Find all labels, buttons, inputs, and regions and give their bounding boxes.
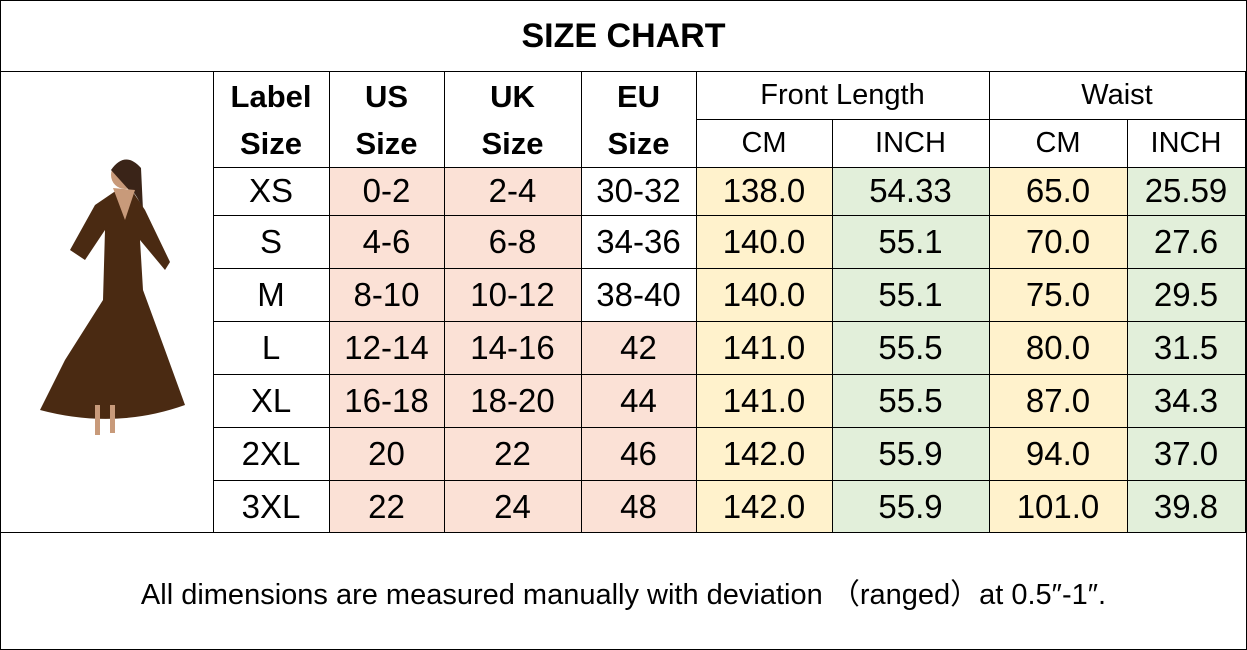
table-cell: 22 — [444, 427, 581, 480]
table-cell: 55.5 — [832, 321, 989, 374]
table-cell: 54.33 — [832, 167, 989, 215]
table-cell: 42 — [581, 321, 696, 374]
table-cell: 101.0 — [989, 480, 1127, 533]
sub-header: CM — [741, 126, 787, 159]
grid-line — [0, 0, 1247, 1]
header-line: UK — [490, 78, 535, 114]
group-header: Front Length — [760, 79, 925, 111]
header-line: Label — [230, 78, 312, 114]
table-cell: XL — [250, 381, 292, 419]
grid-line — [213, 268, 1245, 269]
table-cell: 12-14 — [329, 321, 444, 374]
table-cell: 16-18 — [329, 374, 444, 427]
grid-line — [213, 321, 1245, 322]
table-cell: 142.0 — [696, 480, 832, 533]
table-cell: 55.1 — [832, 268, 989, 321]
grid-line — [213, 167, 1245, 168]
header-line: Size — [355, 125, 418, 161]
column-header: US Size — [329, 72, 444, 167]
table-cell: 140.0 — [696, 215, 832, 268]
title: SIZE CHART — [521, 16, 726, 55]
table-cell: 6-8 — [444, 215, 581, 268]
table-cell: 141.0 — [696, 374, 832, 427]
table-cell: 29.5 — [1127, 268, 1245, 321]
grid-line — [696, 119, 1245, 120]
table-cell: 65.0 — [989, 167, 1127, 215]
table-cell: 20 — [329, 427, 444, 480]
header-line: US — [364, 78, 409, 114]
grid-line — [213, 427, 1245, 428]
header-line: Size — [607, 125, 670, 161]
grid-line — [213, 72, 214, 533]
header-line: Size — [239, 125, 303, 161]
table-cell: 22 — [329, 480, 444, 533]
grid-line — [0, 71, 1247, 72]
table-cell: M — [257, 275, 285, 313]
table-cell: 2XL — [241, 434, 301, 472]
table-cell: 31.5 — [1127, 321, 1245, 374]
table-cell: 138.0 — [696, 167, 832, 215]
table-cell: 80.0 — [989, 321, 1127, 374]
grid-line — [329, 72, 330, 533]
header-line: EU — [616, 78, 661, 114]
grid-line — [581, 72, 582, 533]
table-cell: 55.9 — [832, 480, 989, 533]
table-cell: 30-32 — [596, 172, 681, 209]
table-cell: 55.1 — [832, 215, 989, 268]
table-cell: 8-10 — [329, 268, 444, 321]
table-cell: S — [259, 222, 282, 260]
grid-line — [213, 480, 1245, 481]
table-cell: 38-40 — [596, 275, 681, 313]
grid-line — [989, 72, 990, 533]
table-cell: 55.9 — [832, 427, 989, 480]
table-cell: 27.6 — [1127, 215, 1245, 268]
grid-line — [444, 72, 445, 533]
sub-header: CM — [1035, 126, 1081, 159]
table-cell: 44 — [581, 374, 696, 427]
table-cell: 25.59 — [1127, 167, 1245, 215]
table-cell: 48 — [581, 480, 696, 533]
table-cell: 142.0 — [696, 427, 832, 480]
grid-line — [1127, 119, 1128, 533]
grid-line — [696, 72, 697, 533]
table-cell: 46 — [581, 427, 696, 480]
table-cell: 39.8 — [1127, 480, 1245, 533]
table-cell: L — [261, 328, 281, 366]
dress-image — [40, 159, 185, 435]
column-header: Label Size — [213, 72, 329, 167]
table-cell: 3XL — [241, 487, 301, 525]
table-cell: 140.0 — [696, 268, 832, 321]
table-cell: XS — [248, 172, 294, 209]
table-cell: 70.0 — [989, 215, 1127, 268]
grid-line — [1245, 72, 1246, 533]
group-header: Waist — [1081, 79, 1153, 111]
table-cell: 24 — [444, 480, 581, 533]
table-cell: 94.0 — [989, 427, 1127, 480]
table-cell: 10-12 — [444, 268, 581, 321]
sub-header: INCH — [875, 126, 946, 159]
table-cell: 141.0 — [696, 321, 832, 374]
table-cell: 2-4 — [444, 167, 581, 215]
table-cell: 14-16 — [444, 321, 581, 374]
table-cell: 4-6 — [329, 215, 444, 268]
grid-line — [213, 215, 1245, 216]
table-cell: 0-2 — [329, 167, 444, 215]
table-cell: 34.3 — [1127, 374, 1245, 427]
grid-line — [0, 0, 1, 650]
table-cell: 55.5 — [832, 374, 989, 427]
column-header: EU Size — [581, 72, 696, 167]
table-cell: 75.0 — [989, 268, 1127, 321]
note: All dimensions are measured manually wit… — [140, 578, 1107, 611]
table-cell: 87.0 — [989, 374, 1127, 427]
sub-header: INCH — [1150, 126, 1222, 159]
table-cell: 37.0 — [1127, 427, 1245, 480]
grid-line — [213, 374, 1245, 375]
grid-line — [832, 119, 833, 533]
header-line: Size — [481, 125, 544, 161]
grid-line — [0, 532, 1247, 533]
table-cell: 18-20 — [444, 374, 581, 427]
column-header: UK Size — [444, 72, 581, 167]
table-cell: 34-36 — [596, 222, 681, 260]
